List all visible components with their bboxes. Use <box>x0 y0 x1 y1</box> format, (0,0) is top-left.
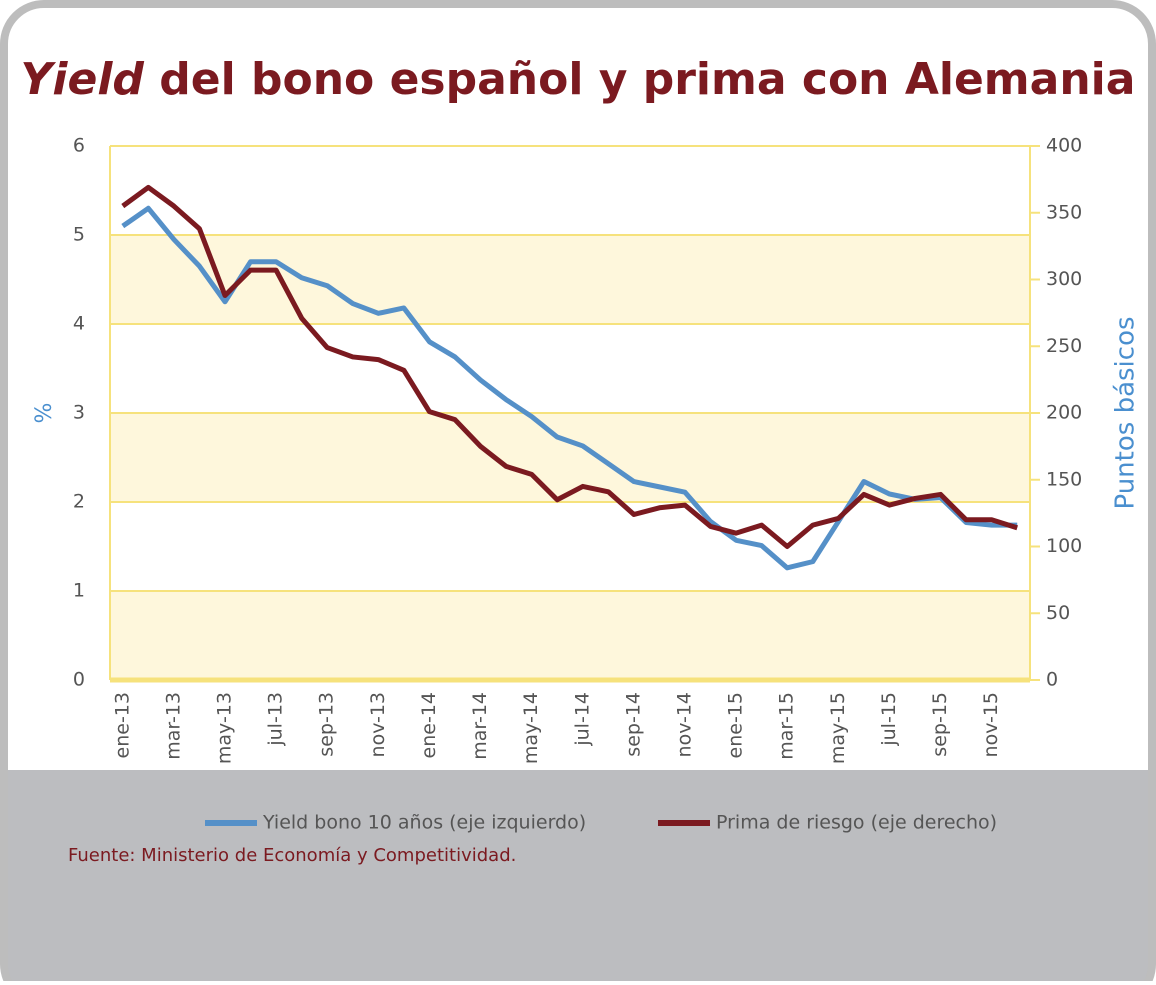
series-line <box>121 205 1018 571</box>
title-text: del bono español y prima con Alemania <box>159 54 1135 105</box>
y2-tick-label: 300 <box>1046 268 1082 290</box>
x-tick-label: may-13 <box>214 692 236 764</box>
footer-band <box>4 770 1152 985</box>
y-tick-label: 1 <box>73 580 85 602</box>
y2-tick-label: 250 <box>1046 335 1082 357</box>
legend-label: Prima de riesgo (eje derecho) <box>716 812 997 834</box>
x-tick-label: jul-13 <box>265 692 287 747</box>
x-tick-label: ene-13 <box>111 692 133 758</box>
x-tick-label: nov-13 <box>367 692 389 757</box>
y2-tick-label: 100 <box>1046 535 1082 557</box>
y2-tick-label: 0 <box>1046 669 1058 691</box>
x-tick-label: jul-15 <box>878 692 900 747</box>
x-tick-label: nov-15 <box>980 692 1002 757</box>
y2-tick-label: 50 <box>1046 602 1070 624</box>
x-tick-label: sep-15 <box>929 692 951 757</box>
legend-label: Yield bono 10 años (eje izquierdo) <box>262 812 586 834</box>
y2-tick-label: 350 <box>1046 201 1082 223</box>
x-tick-label: sep-13 <box>316 692 338 757</box>
y-tick-label: 0 <box>73 669 85 691</box>
y-tick-label: 5 <box>73 224 85 246</box>
title-emphasis: Yield <box>21 54 145 105</box>
y-tick-label: 3 <box>73 402 85 424</box>
y-tick-label: 6 <box>73 135 85 157</box>
x-tick-label: sep-14 <box>622 692 644 757</box>
y2-tick-label: 150 <box>1046 468 1082 490</box>
source-note: Fuente: Ministerio de Economía y Competi… <box>68 845 516 866</box>
grid-band <box>110 591 1030 680</box>
y-tick-label: 4 <box>73 313 85 335</box>
x-tick-label: nov-14 <box>674 692 696 757</box>
grid-band <box>110 235 1030 324</box>
x-tick-label: ene-15 <box>725 692 747 758</box>
y2-axis-label: Puntos básicos <box>1111 316 1141 509</box>
x-tick-label: mar-13 <box>162 692 184 760</box>
x-tick-label: jul-14 <box>571 692 593 747</box>
x-tick-label: mar-14 <box>469 692 491 760</box>
x-tick-label: may-14 <box>520 692 542 764</box>
x-tick-label: ene-14 <box>418 692 440 758</box>
series-line <box>121 184 1018 549</box>
x-tick-label: mar-15 <box>776 692 798 760</box>
y-axis-label: % <box>32 403 57 424</box>
y2-tick-label: 400 <box>1046 135 1082 157</box>
y2-tick-label: 200 <box>1046 402 1082 424</box>
grid-band <box>110 413 1030 502</box>
y-tick-label: 2 <box>73 491 85 513</box>
chart-title: Yield del bono español y prima con Alema… <box>21 54 1136 105</box>
x-tick-label: may-15 <box>827 692 849 764</box>
plot-area: 0 1 2 3 4 5 6 0 50 100 150 200 250 300 350 400 ene-13 mar… <box>73 135 1082 834</box>
